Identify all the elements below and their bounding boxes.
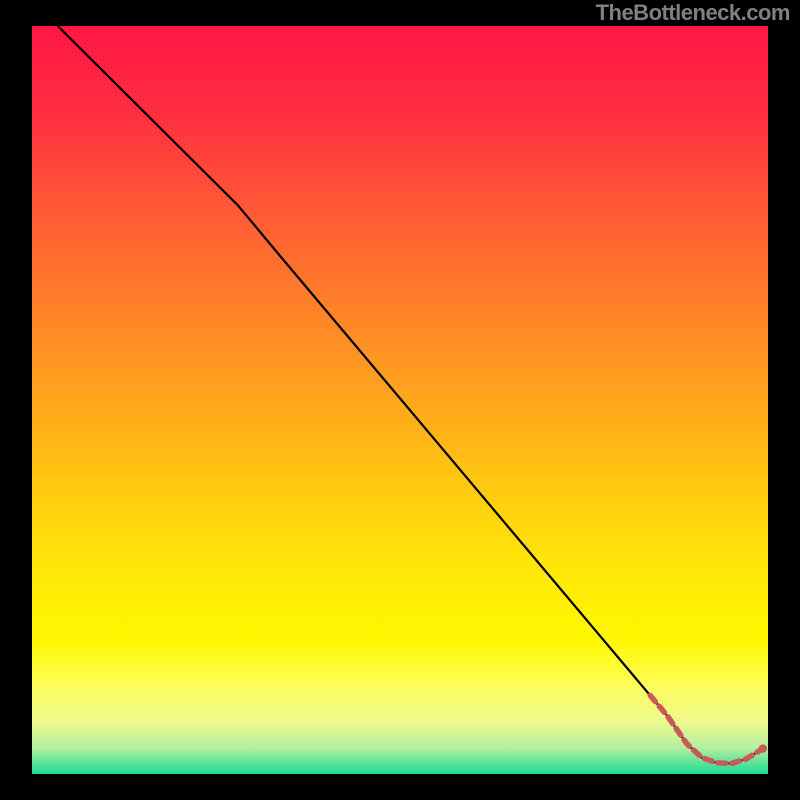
end-marker: [759, 744, 767, 752]
chart-stage: TheBottleneck.com: [0, 0, 800, 800]
chart-svg: [0, 0, 800, 800]
